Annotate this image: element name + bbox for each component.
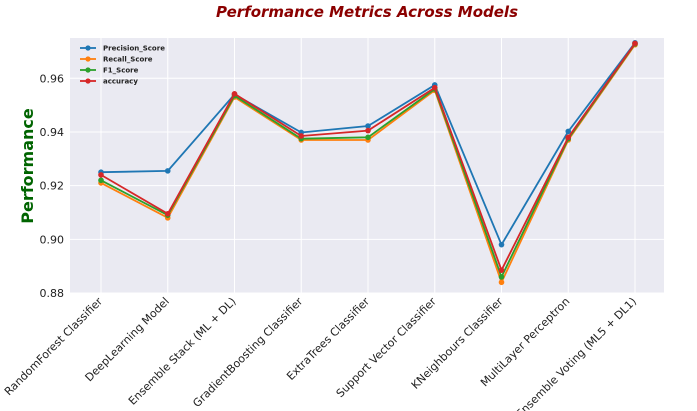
y-tick-label: 0.96 xyxy=(40,72,65,85)
x-tick-label: Ensemble Voting (ML5 + DL1) xyxy=(513,295,639,411)
data-point xyxy=(365,123,371,129)
series-group xyxy=(98,40,638,286)
data-point xyxy=(164,211,171,217)
x-tick-label: Ensemble Stack (ML + DL) xyxy=(126,295,239,408)
legend: Precision_Score Recall_Score F1_Scoreaccur… xyxy=(80,45,165,86)
data-point xyxy=(365,127,371,134)
legend-label: accuracy xyxy=(103,78,138,86)
grid-lines xyxy=(70,38,664,294)
y-axis-label: Performance xyxy=(18,108,37,224)
data-point xyxy=(231,91,238,97)
data-point xyxy=(98,177,104,184)
y-tick-label: 0.88 xyxy=(40,287,65,300)
legend-label: Precision_Score xyxy=(103,45,165,53)
data-point xyxy=(498,267,505,273)
chart-title: Performance Metrics Across Models xyxy=(216,3,518,21)
data-point xyxy=(498,274,505,280)
legend-label: F1_Score xyxy=(103,67,139,75)
y-tick-label: 0.94 xyxy=(40,126,65,139)
legend-marker xyxy=(85,67,91,73)
data-point xyxy=(632,40,638,47)
y-axis-ticks: 0.88 0.90 0.92 0.94 0.96 xyxy=(40,72,65,300)
legend-marker xyxy=(85,45,91,51)
plot-area xyxy=(70,38,664,293)
data-point xyxy=(565,128,572,135)
data-point xyxy=(365,134,371,141)
legend-marker xyxy=(85,78,91,84)
data-point xyxy=(431,84,438,91)
y-tick-label: 0.92 xyxy=(40,180,65,193)
data-point xyxy=(565,134,572,141)
data-point xyxy=(498,279,505,286)
y-tick-label: 0.90 xyxy=(40,233,65,246)
legend-marker xyxy=(85,56,91,62)
legend-label: Recall_Score xyxy=(103,56,153,64)
x-tick-label: GradientBoosting Classifier xyxy=(190,295,305,410)
data-point xyxy=(98,172,104,178)
data-point xyxy=(298,133,305,139)
data-point xyxy=(498,241,505,248)
data-point xyxy=(164,168,171,174)
